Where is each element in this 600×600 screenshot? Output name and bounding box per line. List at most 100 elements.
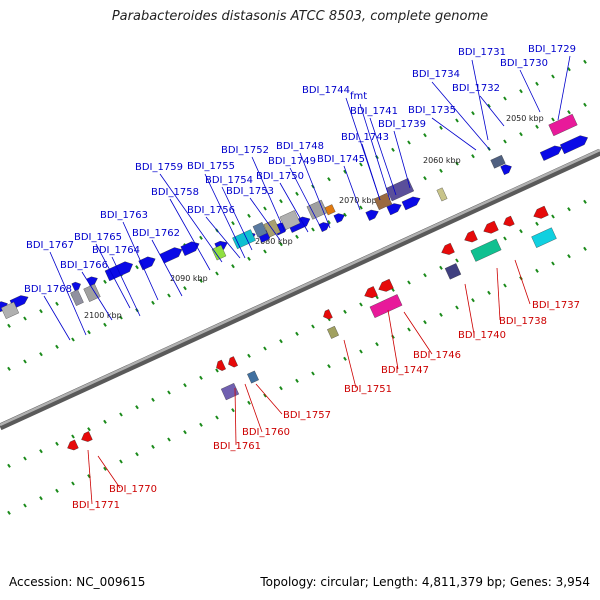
scale-tick	[135, 452, 139, 457]
scale-label: 2100 kbp	[84, 311, 122, 320]
gene-label[interactable]: BDI_1739	[378, 119, 426, 130]
scale-tick	[535, 124, 539, 129]
gene-label-leader	[205, 216, 241, 259]
scale-label: 2090 kbp	[170, 274, 208, 283]
gene-label[interactable]: fmt	[350, 91, 367, 102]
gene-label[interactable]: BDI_1756	[187, 205, 235, 216]
gene-label[interactable]: BDI_1758	[151, 187, 199, 198]
scale-tick	[471, 111, 475, 116]
scale-tick	[7, 463, 11, 468]
gene-label[interactable]: BDI_1770	[109, 484, 157, 495]
gene-label[interactable]: BDI_1743	[341, 132, 389, 143]
gene-label-leader	[299, 152, 331, 229]
scale-tick	[567, 254, 571, 259]
gene-label[interactable]: BDI_1732	[452, 83, 500, 94]
gene-label[interactable]: BDI_1765	[74, 232, 122, 243]
gene-label[interactable]: BDI_1752	[221, 145, 269, 156]
scale-tick	[311, 324, 315, 329]
reverse-gene-arrow	[464, 230, 478, 243]
scale-tick	[263, 346, 267, 351]
gene-label[interactable]: BDI_1741	[350, 106, 398, 117]
reverse-gene-block-body	[531, 227, 557, 248]
gene-label[interactable]: BDI_1751	[344, 384, 392, 395]
gene-label[interactable]: BDI_1757	[283, 410, 331, 421]
gene-label[interactable]: BDI_1755	[187, 161, 235, 172]
gene-label[interactable]: BDI_1760	[242, 427, 290, 438]
scale-tick	[71, 337, 75, 342]
scale-tick	[119, 459, 123, 464]
forward-gene-arrow	[180, 241, 200, 256]
gene-label[interactable]: BDI_1764	[92, 245, 140, 256]
gene-label[interactable]: BDI_1746	[413, 350, 461, 361]
reverse-gene-arrow-shape	[323, 309, 333, 320]
scale-tick	[567, 207, 571, 212]
scale-tick	[455, 118, 459, 123]
reverse-gene-arrow	[378, 278, 394, 292]
gene-label[interactable]: BDI_1761	[213, 441, 261, 452]
gene-label[interactable]: BDI_1766	[60, 260, 108, 271]
scale-tick	[279, 199, 283, 204]
forward-gene-block	[83, 283, 101, 302]
gene-label[interactable]: BDI_1731	[458, 47, 506, 58]
reverse-gene-arrow-shape	[483, 220, 499, 234]
reverse-gene-arrow-shape	[441, 242, 455, 255]
scale-tick	[375, 342, 379, 347]
forward-gene-arrow-shape	[401, 196, 421, 211]
gene-label[interactable]: BDI_1767	[26, 240, 74, 251]
gene-label[interactable]: BDI_1738	[499, 316, 547, 327]
scale-tick	[199, 235, 203, 240]
forward-gene-arrow	[386, 203, 402, 216]
forward-gene-block-body	[490, 154, 506, 169]
gene-label[interactable]: BDI_1744	[302, 85, 350, 96]
gene-label[interactable]: BDI_1730	[500, 58, 548, 69]
gene-label[interactable]: BDI_1737	[532, 300, 580, 311]
scale-tick	[343, 309, 347, 314]
scale-tick	[327, 364, 331, 369]
gene-label[interactable]: BDI_1768	[24, 284, 72, 295]
scale-tick	[135, 265, 139, 270]
scale-tick	[503, 96, 507, 101]
scale-tick	[231, 221, 235, 226]
reverse-gene-arrow	[81, 431, 93, 442]
gene-label[interactable]: BDI_1735	[408, 105, 456, 116]
scale-tick	[359, 302, 363, 307]
scale-tick	[103, 322, 107, 327]
gene-label[interactable]: BDI_1750	[256, 171, 304, 182]
scale-tick	[199, 375, 203, 380]
reverse-gene-block	[531, 227, 557, 248]
scale-tick	[103, 419, 107, 424]
reverse-gene-arrow-shape	[81, 431, 93, 442]
gene-label-leader	[221, 186, 253, 251]
gene-label[interactable]: BDI_1748	[276, 141, 324, 152]
gene-label[interactable]: BDI_1771	[72, 500, 120, 511]
gene-label-leader	[471, 59, 489, 141]
gene-label[interactable]: BDI_1759	[135, 162, 183, 173]
forward-gene-arrow	[71, 281, 81, 292]
gene-label[interactable]: BDI_1734	[412, 69, 460, 80]
gene-label[interactable]: BDI_1763	[100, 210, 148, 221]
forward-gene-block	[252, 222, 268, 238]
gene-label[interactable]: BDI_1753	[226, 186, 274, 197]
gene-label[interactable]: BDI_1745	[317, 154, 365, 165]
forward-gene-arrow-shape	[500, 164, 512, 175]
scale-tick	[343, 169, 347, 174]
gene-label[interactable]: BDI_1754	[205, 175, 253, 186]
gene-label[interactable]: BDI_1740	[458, 330, 506, 341]
scale-tick	[439, 168, 443, 173]
scale-tick	[71, 434, 75, 439]
forward-gene-arrow	[86, 276, 98, 287]
reverse-gene-block	[444, 263, 462, 280]
scale-tick	[455, 305, 459, 310]
gene-label[interactable]: BDI_1747	[381, 365, 429, 376]
gene-label-leader	[251, 156, 286, 233]
scale-tick	[279, 339, 283, 344]
gene-label[interactable]: BDI_1749	[268, 156, 316, 167]
gene-label[interactable]: BDI_1729	[528, 44, 576, 55]
scale-tick	[7, 323, 11, 328]
scale-tick	[279, 242, 283, 247]
reverse-gene-arrow-shape	[378, 278, 394, 292]
gene-label[interactable]: BDI_1762	[132, 228, 180, 239]
scale-tick	[167, 293, 171, 298]
scale-tick	[519, 89, 523, 94]
scale-tick	[551, 261, 555, 266]
